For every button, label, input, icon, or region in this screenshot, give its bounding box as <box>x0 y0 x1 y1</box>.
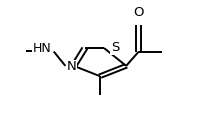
Text: O: O <box>133 6 143 19</box>
Text: HN: HN <box>32 42 51 55</box>
Text: S: S <box>111 41 119 54</box>
Text: N: N <box>67 60 76 73</box>
